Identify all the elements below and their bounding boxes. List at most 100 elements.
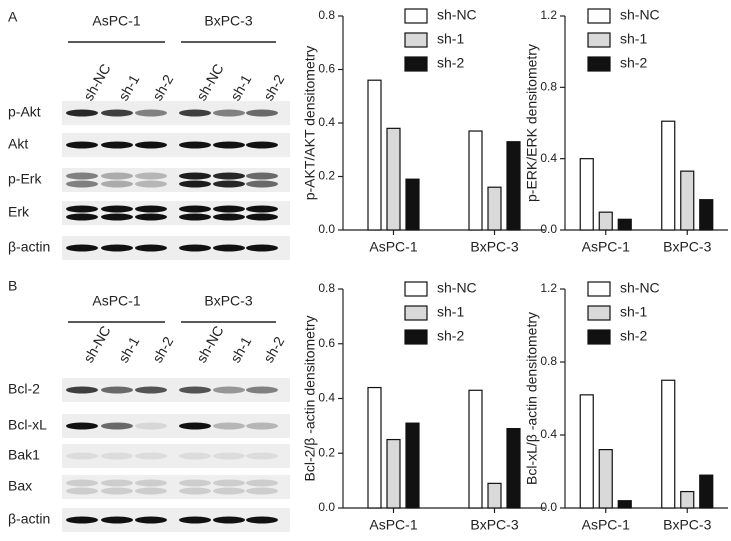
y-axis-label: Bcl-xL/β -actin densitometry bbox=[524, 312, 540, 485]
x-tick-label: BxPC-3 bbox=[663, 239, 711, 255]
legend-label: sh-2 bbox=[620, 328, 647, 344]
band bbox=[179, 109, 211, 117]
band bbox=[101, 109, 133, 117]
band bbox=[101, 386, 133, 394]
bar bbox=[487, 186, 502, 231]
row-label: Bcl-2 bbox=[8, 381, 40, 397]
x-tick-label: BxPC-3 bbox=[470, 239, 518, 255]
band bbox=[179, 141, 211, 149]
band bbox=[66, 205, 98, 213]
band bbox=[101, 487, 133, 495]
y-tick-label: 0.6 bbox=[318, 336, 335, 350]
blot-bg bbox=[62, 475, 290, 499]
blot-bg bbox=[62, 201, 290, 225]
lane-label: sh-1 bbox=[115, 72, 143, 104]
band bbox=[213, 487, 245, 495]
legend-swatch bbox=[587, 32, 611, 48]
row-label: p-Erk bbox=[8, 171, 42, 187]
legend-label: sh-NC bbox=[620, 7, 660, 23]
band bbox=[213, 479, 245, 487]
band bbox=[135, 180, 167, 188]
y-tick-label: 1.2 bbox=[540, 281, 557, 295]
band bbox=[213, 516, 245, 524]
x-tick-label: AsPC-1 bbox=[582, 517, 630, 533]
panel-label: B bbox=[8, 278, 17, 294]
band bbox=[246, 180, 278, 188]
legend-swatch bbox=[404, 56, 428, 72]
legend-label: sh-1 bbox=[620, 304, 647, 320]
legend-swatch bbox=[404, 32, 428, 48]
y-tick-label: 0.8 bbox=[318, 281, 335, 295]
y-axis-label: Bcl-2/β -actin densitometry bbox=[302, 316, 318, 482]
lane-label: sh-NC bbox=[193, 61, 227, 103]
y-tick-label: 1.2 bbox=[540, 8, 557, 22]
band bbox=[135, 452, 167, 460]
legend-swatch bbox=[404, 305, 428, 321]
band bbox=[101, 479, 133, 487]
band bbox=[66, 516, 98, 524]
bar bbox=[579, 158, 594, 231]
band bbox=[179, 205, 211, 213]
x-tick-label: BxPC-3 bbox=[470, 517, 518, 533]
band bbox=[101, 516, 133, 524]
x-tick-label: AsPC-1 bbox=[369, 239, 417, 255]
bar bbox=[405, 422, 420, 509]
band bbox=[179, 172, 211, 180]
bar bbox=[680, 170, 695, 231]
row-label: β-actin bbox=[8, 239, 50, 255]
band bbox=[179, 180, 211, 188]
lane-label: sh-2 bbox=[149, 334, 177, 366]
band bbox=[213, 244, 245, 252]
band bbox=[135, 213, 167, 221]
y-tick-label: 0.4 bbox=[540, 427, 557, 441]
row-label: β-actin bbox=[8, 511, 50, 527]
band bbox=[246, 422, 278, 430]
legend-swatch bbox=[587, 8, 611, 24]
band bbox=[213, 422, 245, 430]
blot-bg bbox=[62, 168, 290, 192]
legend-swatch bbox=[587, 305, 611, 321]
legend-label: sh-2 bbox=[437, 55, 464, 71]
band bbox=[135, 479, 167, 487]
bar bbox=[405, 178, 420, 231]
band bbox=[179, 479, 211, 487]
band bbox=[179, 422, 211, 430]
group-label: AsPC-1 bbox=[92, 293, 140, 309]
band bbox=[101, 172, 133, 180]
legend-label: sh-NC bbox=[437, 7, 477, 23]
bar bbox=[617, 218, 632, 231]
y-tick-label: 0.0 bbox=[540, 222, 557, 236]
band bbox=[66, 141, 98, 149]
band bbox=[246, 516, 278, 524]
band bbox=[135, 109, 167, 117]
legend-swatch bbox=[587, 329, 611, 345]
legend-swatch bbox=[404, 329, 428, 345]
band bbox=[246, 141, 278, 149]
x-tick-label: BxPC-3 bbox=[663, 517, 711, 533]
y-tick-label: 0.8 bbox=[540, 80, 557, 94]
bar bbox=[367, 386, 382, 509]
band bbox=[246, 487, 278, 495]
bar bbox=[386, 127, 401, 231]
x-tick-label: AsPC-1 bbox=[369, 517, 417, 533]
band bbox=[101, 452, 133, 460]
band bbox=[179, 487, 211, 495]
band bbox=[213, 141, 245, 149]
band bbox=[179, 213, 211, 221]
band bbox=[66, 180, 98, 188]
group-label: AsPC-1 bbox=[92, 13, 140, 29]
y-tick-label: 0.2 bbox=[318, 445, 335, 459]
band bbox=[135, 172, 167, 180]
legend-swatch bbox=[587, 281, 611, 297]
x-tick-label: AsPC-1 bbox=[582, 239, 630, 255]
band bbox=[213, 386, 245, 394]
band bbox=[101, 213, 133, 221]
lane-label: sh-NC bbox=[193, 323, 227, 365]
band bbox=[66, 172, 98, 180]
bar bbox=[506, 428, 521, 509]
band bbox=[66, 213, 98, 221]
y-tick-label: 0.4 bbox=[318, 391, 335, 405]
band bbox=[179, 386, 211, 394]
band bbox=[101, 180, 133, 188]
band bbox=[246, 244, 278, 252]
